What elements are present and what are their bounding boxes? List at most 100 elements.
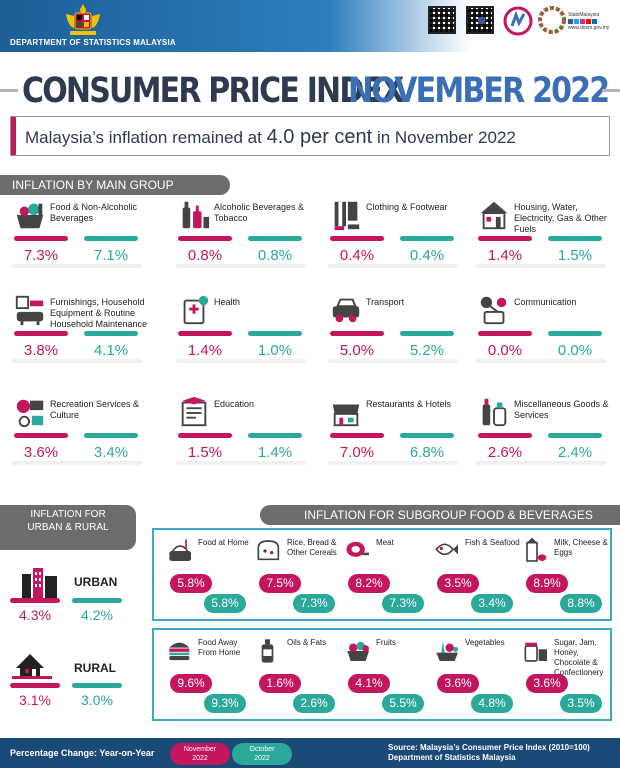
stats-logo-name: StatsMalaysia xyxy=(568,12,600,18)
furniture-icon xyxy=(15,295,44,326)
vegetables-icon xyxy=(436,641,458,661)
qr-code-icon[interactable] xyxy=(428,6,456,34)
group-label: Furnishings, Household Equipment & Routi… xyxy=(50,297,148,329)
legend-october-month: October xyxy=(249,746,275,753)
october-value: 7.1% xyxy=(93,247,129,264)
october-bar xyxy=(248,236,302,241)
subgroup-item: Sugar, Jam, Honey, Chocolate & Confectio… xyxy=(518,630,610,716)
main-group-card: Alcoholic Beverages & Tobacco 0.8% 0.8% xyxy=(176,198,314,298)
rural-oct-value: 3.0% xyxy=(81,692,113,708)
recreation-icon xyxy=(16,399,44,428)
november-pill: 3.6% xyxy=(437,674,479,693)
main-group-card: Housing, Water, Electricity, Gas & Other… xyxy=(476,198,614,298)
november-bar xyxy=(178,331,232,336)
rural-label: RURAL xyxy=(74,661,116,675)
card-shadow xyxy=(476,461,606,465)
subgroup-panel-row2: Food Away From Home 9.6% 9.3% Oils & Fats 1.… xyxy=(152,628,612,721)
subgroup-label: Vegetables xyxy=(465,638,505,647)
november-value: 1.4% xyxy=(487,247,523,264)
urban-nov-value: 4.3% xyxy=(19,607,51,623)
november-bar xyxy=(178,236,232,241)
october-bar xyxy=(248,433,302,438)
subgroup-label: Oils & Fats xyxy=(287,638,327,647)
november-value: 1.4% xyxy=(187,342,223,359)
urban-label: URBAN xyxy=(74,575,118,589)
november-value: 0.0% xyxy=(487,342,523,359)
november-value: 3.8% xyxy=(23,342,59,359)
burger-icon xyxy=(169,642,190,661)
urban-rural-heading-text: INFLATION FOR URBAN & RURAL xyxy=(27,509,109,533)
main-group-card: Education 1.5% 1.4% xyxy=(176,395,314,495)
november-bar xyxy=(478,433,532,438)
group-label: Miscellaneous Goods & Services xyxy=(514,399,609,420)
urban-oct-bar xyxy=(72,598,122,603)
november-pill: 9.6% xyxy=(170,674,212,693)
coat-of-arms-icon xyxy=(66,4,100,35)
subgroup-heading: INFLATION FOR SUBGROUP FOOD & BEVERAGES xyxy=(260,505,620,525)
october-bar xyxy=(548,433,602,438)
group-label: Education xyxy=(214,399,255,409)
clothing-icon xyxy=(334,201,360,231)
november-value: 5.0% xyxy=(339,342,375,359)
source-line-1: Source: Malaysia’s Consumer Price Index … xyxy=(388,743,590,752)
house-icon xyxy=(480,201,508,230)
bread-icon xyxy=(257,540,280,561)
october-pill: 9.3% xyxy=(204,694,246,713)
subgroup-item: Milk, Cheese & Eggs 8.9% 8.8% xyxy=(518,530,610,616)
group-label: Recreation Services & Culture xyxy=(50,399,140,420)
october-value: 1.5% xyxy=(557,247,593,264)
card-shadow xyxy=(12,359,142,363)
subgroup-label: Rice, Bread & Other Cereals xyxy=(287,538,337,557)
october-bar xyxy=(400,331,454,336)
subgroup-label: Sugar, Jam, Honey, Chocolate & Confectio… xyxy=(554,638,604,677)
october-pill: 4.8% xyxy=(471,694,513,713)
october-value: 2.4% xyxy=(557,444,593,461)
november-bar xyxy=(330,236,384,241)
october-value: 0.4% xyxy=(409,247,445,264)
bottles-icon xyxy=(182,201,210,229)
november-pill: 1.6% xyxy=(259,674,301,693)
card-shadow xyxy=(476,264,606,268)
subgroup-label: Food at Home xyxy=(198,538,249,547)
october-pill: 7.3% xyxy=(293,594,335,613)
october-value: 0.8% xyxy=(257,247,293,264)
card-shadow xyxy=(12,264,142,268)
october-pill: 3.5% xyxy=(560,694,602,713)
subgroup-item: Fish & Seafood 3.5% 3.4% xyxy=(429,530,521,616)
card-shadow xyxy=(328,359,458,363)
urban-rural-heading: INFLATION FOR URBAN & RURAL xyxy=(0,505,136,550)
november-pill: 5.8% xyxy=(170,574,212,593)
subgroup-item: Oils & Fats 1.6% 2.6% xyxy=(251,630,343,716)
milk-icon xyxy=(526,537,547,562)
title-month: NOVEMBER 2022 xyxy=(348,71,610,112)
qr-code-icon[interactable] xyxy=(466,6,494,34)
education-icon xyxy=(181,396,207,427)
subgroup-label: Meat xyxy=(376,538,394,547)
october-value: 1.4% xyxy=(257,444,293,461)
october-bar xyxy=(548,331,602,336)
october-pill: 3.4% xyxy=(471,594,513,613)
source-note: Source: Malaysia’s Consumer Price Index … xyxy=(388,743,590,763)
headline-value: 4.0 per cent xyxy=(266,126,373,148)
main-group-card: Clothing & Footwear 0.4% 0.4% xyxy=(328,198,466,298)
november-pill: 8.9% xyxy=(526,574,568,593)
stats-malaysia-logo: StatsMalaysia www.dosm.gov.my xyxy=(568,12,609,31)
main-group-card: Miscellaneous Goods & Services 2.6% 2.4% xyxy=(476,395,614,495)
misc-goods-icon xyxy=(482,398,507,427)
communication-icon xyxy=(480,296,507,325)
november-bar xyxy=(14,433,68,438)
subgroup-item: Food Away From Home 9.6% 9.3% xyxy=(162,630,254,716)
october-bar xyxy=(84,331,138,336)
subgroup-label: Fish & Seafood xyxy=(465,538,520,547)
november-pill: 3.5% xyxy=(437,574,479,593)
subgroup-item: Food at Home 5.8% 5.8% xyxy=(162,530,254,616)
card-shadow xyxy=(176,264,306,268)
group-label: Communication xyxy=(514,297,577,307)
november-bar xyxy=(14,331,68,336)
car-icon xyxy=(332,298,360,323)
october-value: 5.2% xyxy=(409,342,445,359)
subgroup-label: Milk, Cheese & Eggs xyxy=(554,538,608,557)
meat-icon xyxy=(346,541,369,557)
october-bar xyxy=(84,433,138,438)
group-label: Clothing & Footwear xyxy=(366,202,448,212)
